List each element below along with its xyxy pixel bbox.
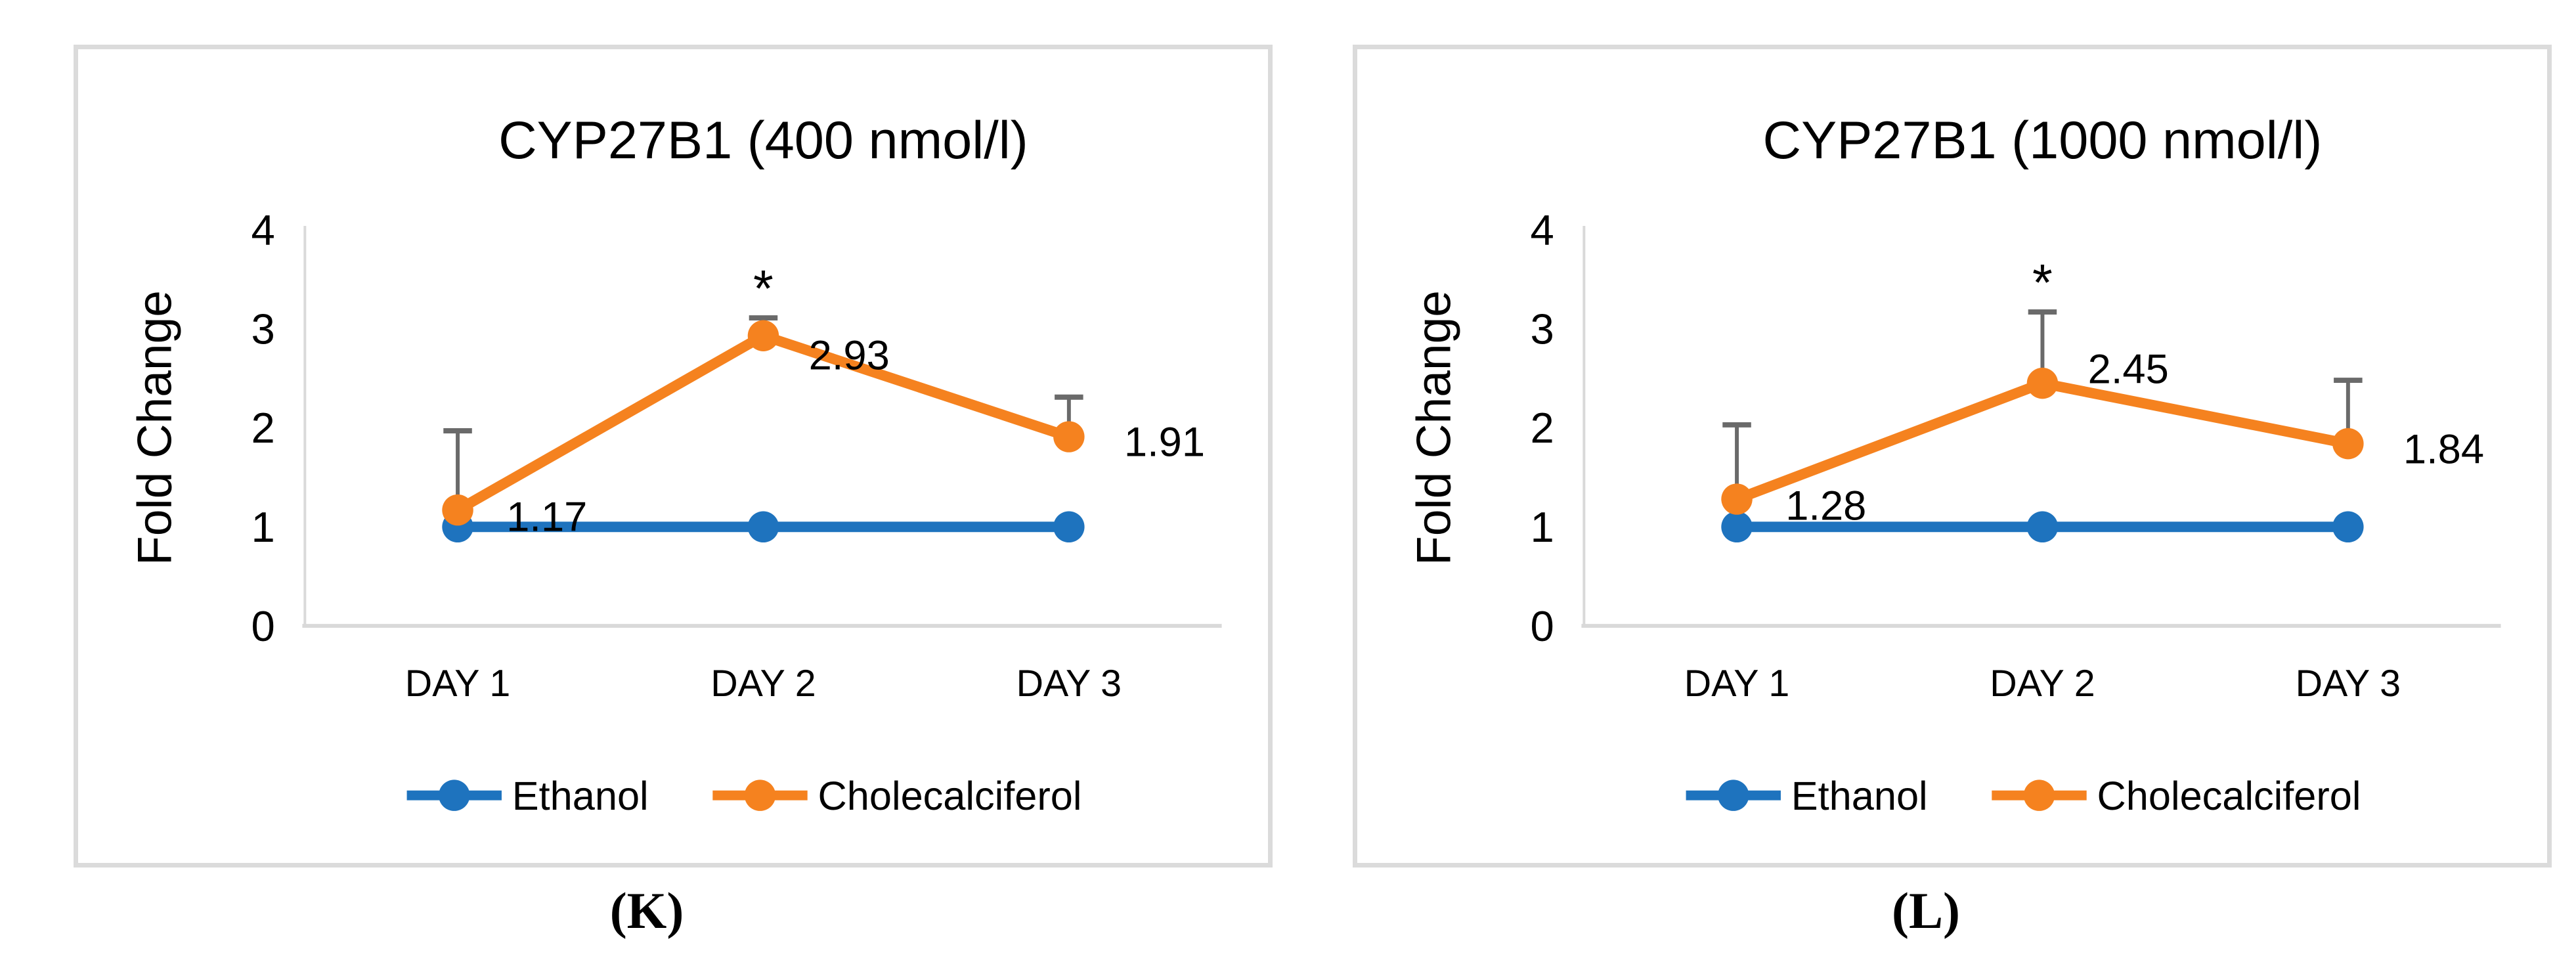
y-tick-label: 2 [1531,404,1554,452]
x-category-label: DAY 1 [1684,663,1789,705]
data-point-marker [2026,367,2059,399]
legend-label: Ethanol [1791,774,1928,818]
y-tick-label: 4 [251,206,275,254]
series-cholecalciferol: 1.17 2.93 1.91 * [442,259,1205,540]
data-label: 1.28 [1785,483,1866,529]
legend-item-cholecalciferol: Cholecalciferol [1992,774,2361,818]
data-label: 1.17 [506,494,587,540]
legend: Ethanol Cholecalciferol [1686,774,2361,818]
chart-panel-k: CYP27B1 (400 nmol/l) Fold Change 0 1 2 3 4 DAY … [74,45,1273,867]
legend-marker [1718,779,1749,811]
y-tick-label: 0 [1531,602,1554,650]
data-label: 2.45 [2088,347,2169,393]
panel-caption-k: (K) [609,882,684,939]
data-point-marker [442,494,473,526]
legend-item-cholecalciferol: Cholecalciferol [712,774,1082,818]
series-ethanol [1721,511,2364,543]
panel-caption-l: (L) [1892,882,1960,939]
series-ethanol [442,511,1085,543]
legend-label: Ethanol [512,774,649,818]
data-point-marker [1721,511,1753,543]
x-category-label: DAY 2 [1990,663,2095,705]
y-axis-title: Fold Change [1407,290,1461,565]
legend-item-ethanol: Ethanol [1686,774,1928,818]
series-line [455,330,1071,515]
chart-panel-l: CYP27B1 (1000 nmol/l) Fold Change 0 1 2 3 4 DAY… [1353,45,2552,867]
legend-item-ethanol: Ethanol [406,774,649,818]
data-point-marker [1053,511,1085,543]
y-tick-label: 0 [251,602,275,650]
data-point-marker [1053,421,1085,452]
x-category-label: DAY 3 [1016,663,1122,705]
line-chart-svg: CYP27B1 (1000 nmol/l) Fold Change 0 1 2 3 4 DAY… [1407,111,2501,818]
y-tick-label: 2 [251,404,275,452]
legend-marker [2023,779,2055,811]
legend-marker [744,779,776,811]
y-tick-label: 3 [251,305,275,353]
data-point-marker [2026,511,2059,543]
legend-label: Cholecalciferol [2097,774,2361,818]
data-point-marker [747,511,779,543]
y-tick-label: 3 [1531,305,1554,353]
legend-label: Cholecalciferol [818,774,1082,818]
chart-title: CYP27B1 (1000 nmol/l) [1763,111,2323,170]
x-category-label: DAY 2 [710,663,816,705]
chart-title: CYP27B1 (400 nmol/l) [498,111,1028,170]
data-point-marker [2332,428,2364,460]
significance-asterisk: * [753,259,774,317]
data-point-marker [2332,511,2364,543]
y-tick-label: 1 [251,503,275,551]
data-label: 1.84 [2403,426,2484,472]
data-point-marker [747,320,779,351]
series-line [1735,378,2349,504]
x-category-label: DAY 1 [405,663,510,705]
y-axis-title: Fold Change [128,290,182,565]
legend: Ethanol Cholecalciferol [406,774,1082,818]
x-category-label: DAY 3 [2296,663,2401,705]
y-tick-label: 4 [1531,206,1554,254]
data-label: 2.93 [809,333,890,379]
legend-marker [439,779,470,811]
y-tick-label: 1 [1531,503,1554,551]
line-chart-svg: CYP27B1 (400 nmol/l) Fold Change 0 1 2 3 4 DAY … [128,111,1222,818]
data-point-marker [1721,483,1753,515]
significance-asterisk: * [2032,253,2053,311]
data-label: 1.91 [1124,420,1205,466]
series-cholecalciferol: 1.28 2.45 1.84 * [1721,253,2484,529]
